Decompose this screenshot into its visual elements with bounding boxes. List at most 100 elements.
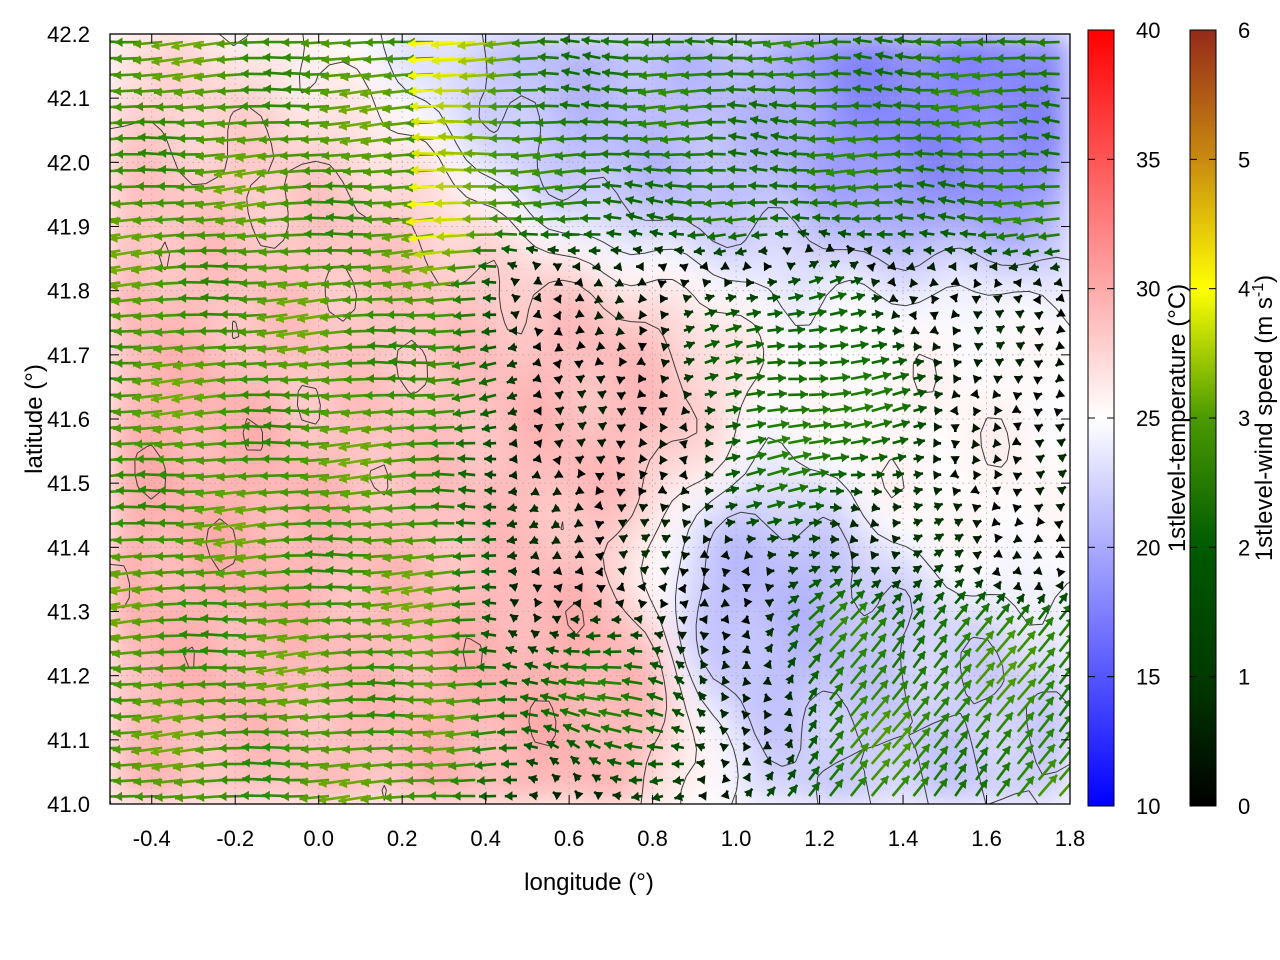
wind-vector	[913, 518, 923, 527]
wind-vector	[808, 635, 824, 653]
wind-vector	[457, 501, 476, 511]
heatmap-cell	[881, 731, 904, 757]
wind-vector	[697, 775, 706, 785]
wind-vector	[454, 423, 476, 433]
wind-vector	[787, 623, 801, 637]
heatmap-cell	[151, 635, 174, 661]
wind-vector	[891, 310, 901, 320]
wind-vector	[849, 776, 868, 797]
wind-vector	[952, 326, 961, 336]
wind-vector	[954, 729, 969, 749]
wind-vector	[658, 439, 668, 449]
wind-vector	[724, 534, 733, 544]
heatmap-cell	[1006, 562, 1029, 588]
colorbar-tick-label: 10	[1136, 794, 1160, 819]
heatmap-cell	[213, 659, 236, 685]
wind-vector	[913, 357, 925, 367]
wind-vector	[767, 404, 789, 415]
heatmap-cell	[756, 490, 779, 516]
wind-vector	[654, 630, 664, 640]
wind-vector	[913, 453, 925, 464]
wind-vector	[891, 618, 906, 637]
heatmap-cell	[422, 274, 445, 300]
wind-vector	[828, 714, 844, 733]
wind-vector	[719, 742, 730, 752]
heatmap-cell	[568, 274, 591, 300]
heatmap-cell	[1048, 418, 1070, 444]
heatmap-cell	[547, 731, 570, 757]
heatmap-cell	[568, 57, 591, 83]
heatmap-cell	[443, 298, 466, 324]
wind-vector	[532, 357, 542, 367]
wind-vector	[1055, 502, 1066, 512]
heatmap-cell	[673, 129, 695, 155]
wind-vector	[850, 470, 866, 480]
wind-vector	[628, 775, 643, 785]
wind-vector	[850, 419, 873, 429]
wind-vector	[546, 645, 559, 655]
wind-vector	[630, 630, 643, 640]
heatmap-cell	[610, 57, 633, 83]
wind-vector	[1016, 759, 1035, 781]
wind-vector	[519, 709, 539, 719]
wind-vector	[829, 518, 840, 529]
wind-vector	[616, 376, 626, 385]
x-tick-label: 1.0	[721, 826, 752, 851]
wind-vector	[934, 390, 943, 400]
wind-vector	[638, 454, 648, 464]
heatmap-cell	[652, 562, 674, 588]
wind-vector	[574, 309, 585, 319]
wind-vector	[950, 456, 960, 464]
wind-vector	[746, 500, 763, 510]
heatmap-cell	[610, 635, 633, 661]
wind-vector	[891, 665, 908, 685]
heatmap-cell	[485, 490, 508, 516]
heatmap-cell	[339, 346, 361, 372]
heatmap-cell	[819, 105, 841, 131]
wind-vector	[452, 408, 476, 418]
heatmap-cell	[756, 298, 779, 324]
wind-vector	[953, 374, 962, 384]
heatmap-cell	[860, 707, 883, 733]
heatmap-cell	[1006, 177, 1029, 203]
wind-vector	[991, 486, 1002, 495]
wind-vector	[954, 548, 964, 559]
wind-vector	[1012, 488, 1023, 497]
heatmap-cell	[464, 346, 487, 372]
heatmap-cell	[860, 562, 883, 588]
heatmap-cell	[923, 779, 946, 804]
wind-vector	[699, 549, 710, 559]
wind-vector	[678, 455, 688, 465]
heatmap-cell	[735, 490, 758, 516]
wind-vector	[933, 454, 941, 464]
wind-vector	[431, 453, 455, 464]
wind-vector	[767, 389, 787, 399]
heatmap-cell	[777, 57, 800, 83]
heatmap-cell	[485, 466, 508, 492]
heatmap-cell	[631, 442, 654, 468]
wind-vector	[742, 583, 752, 592]
colorbar-tick-label: 2	[1238, 535, 1250, 560]
wind-vector	[366, 373, 392, 384]
wind-vector	[1037, 604, 1051, 621]
wind-vector	[995, 592, 1006, 605]
wind-vector	[304, 534, 330, 544]
heatmap-cell	[213, 635, 236, 661]
wind-vector	[598, 708, 622, 718]
wind-vector	[870, 591, 884, 605]
heatmap-cell	[464, 298, 487, 324]
heatmap-cell	[965, 490, 988, 516]
wind-vector	[850, 453, 869, 463]
heatmap-cell	[172, 153, 194, 179]
wind-vector	[242, 758, 267, 768]
wind-vector	[281, 566, 309, 577]
wind-vector	[484, 486, 497, 496]
heatmap-cell	[547, 442, 570, 468]
wind-vector	[725, 355, 744, 365]
wind-vector	[624, 741, 643, 751]
wind-vector	[699, 645, 710, 655]
wind-vector	[428, 423, 455, 433]
heatmap-cell	[172, 298, 194, 324]
heatmap-cell	[610, 394, 633, 420]
wind-vector	[679, 600, 689, 609]
